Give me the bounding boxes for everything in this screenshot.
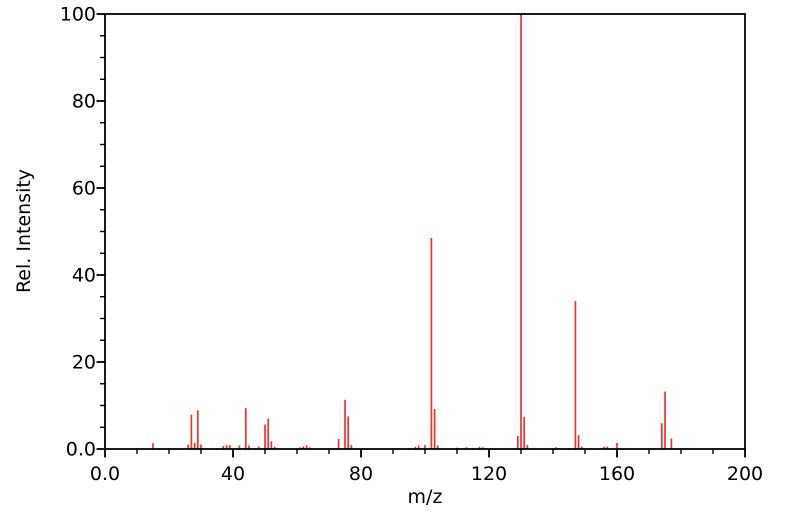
y-tick-label: 60	[72, 178, 96, 200]
spectrum-bars	[152, 14, 673, 449]
x-tick-label: 120	[471, 463, 507, 485]
x-axis-ticks	[104, 449, 746, 458]
x-axis-title: m/z	[408, 486, 443, 508]
x-tick-label: 0.0	[90, 463, 120, 485]
y-tick-label: 40	[72, 265, 96, 287]
y-tick-label: 0.0	[66, 439, 96, 461]
y-axis-title: Rel. Intensity	[13, 169, 35, 293]
x-axis-tick-labels: 0.0 40 80 120 160 200	[90, 463, 763, 485]
plot-frame	[104, 13, 746, 450]
x-tick-label: 80	[349, 463, 373, 485]
y-tick-label: 80	[72, 91, 96, 113]
x-tick-label: 160	[599, 463, 635, 485]
y-axis-tick-labels: 0.0 20 40 60 80 100	[60, 4, 96, 461]
y-tick-label: 20	[72, 352, 96, 374]
x-tick-label: 40	[221, 463, 245, 485]
x-tick-label: 200	[727, 463, 763, 485]
y-axis-ticks	[96, 13, 105, 450]
y-tick-label: 100	[60, 4, 96, 26]
